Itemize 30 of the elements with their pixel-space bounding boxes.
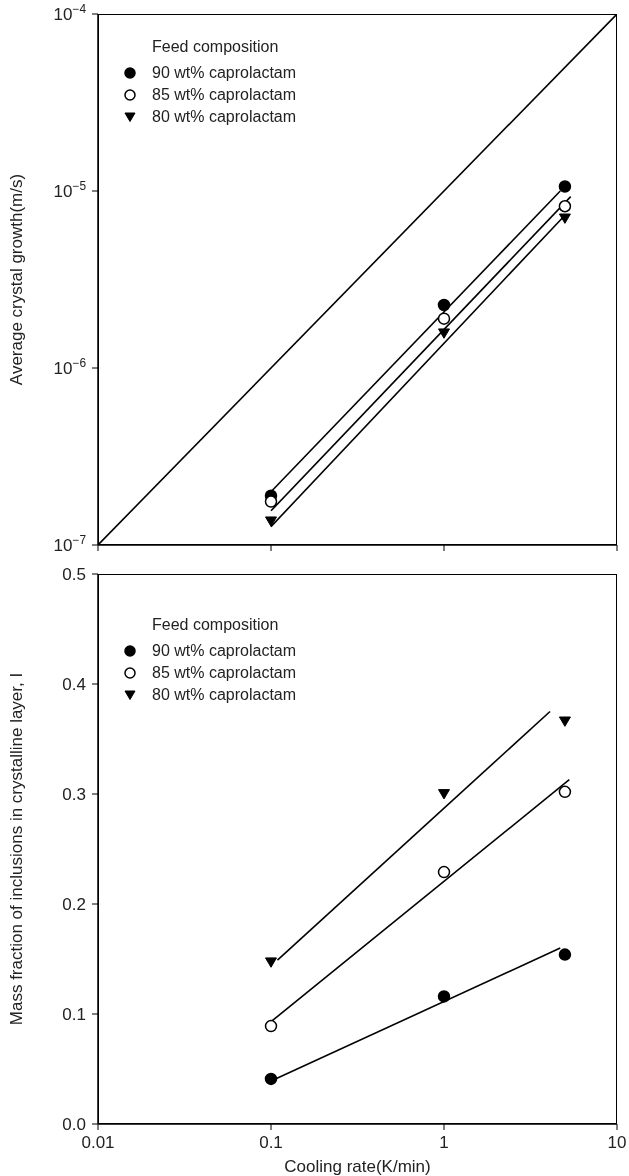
point (558, 200, 572, 213)
point (558, 180, 572, 193)
y-tick-label: 0.0 (62, 1115, 86, 1134)
legend-label: 85 wt% caprolactam (152, 663, 297, 683)
x-tick-label: 0.1 (259, 1133, 283, 1152)
legend-label: 90 wt% caprolactam (152, 641, 297, 661)
legend-title: Feed composition (152, 615, 280, 635)
y-tick-label: 0.1 (62, 1005, 86, 1024)
x-axis-title: Cooling rate(K/min) (284, 1157, 431, 1176)
point (264, 495, 278, 508)
point (265, 516, 277, 527)
y-tick-label: 10$^{−6}$ (53, 356, 87, 378)
x-tick-label: 0.01 (81, 1133, 115, 1152)
y-axis-title: Mass fraction of inclusions in crystalline layer, I (7, 672, 27, 1026)
y-tick-label: 10$^{−5}$ (53, 179, 87, 201)
legend-label: 90 wt% caprolactam (152, 63, 297, 83)
y-tick-label: 0.5 (62, 565, 86, 584)
legend-label: 80 wt% caprolactam (152, 107, 297, 127)
x-tick-label: 1 (439, 1133, 449, 1152)
y-tick-label: 10$^{−7}$ (53, 533, 87, 555)
y-tick-label: 0.3 (62, 785, 86, 804)
legend-label: 85 wt% caprolactam (152, 85, 297, 105)
y-tick-label: 0.4 (62, 675, 86, 694)
y-axis-title: Average crystal growth(m/s) (7, 173, 27, 386)
legend-label: 80 wt% caprolactam (152, 685, 297, 705)
x-tick-label: 10 (607, 1133, 627, 1152)
y-tick-label: 10$^{−4}$ (53, 2, 87, 24)
y-tick-label: 0.2 (62, 895, 86, 914)
point (558, 213, 571, 224)
legend-title: Feed composition (152, 37, 280, 57)
